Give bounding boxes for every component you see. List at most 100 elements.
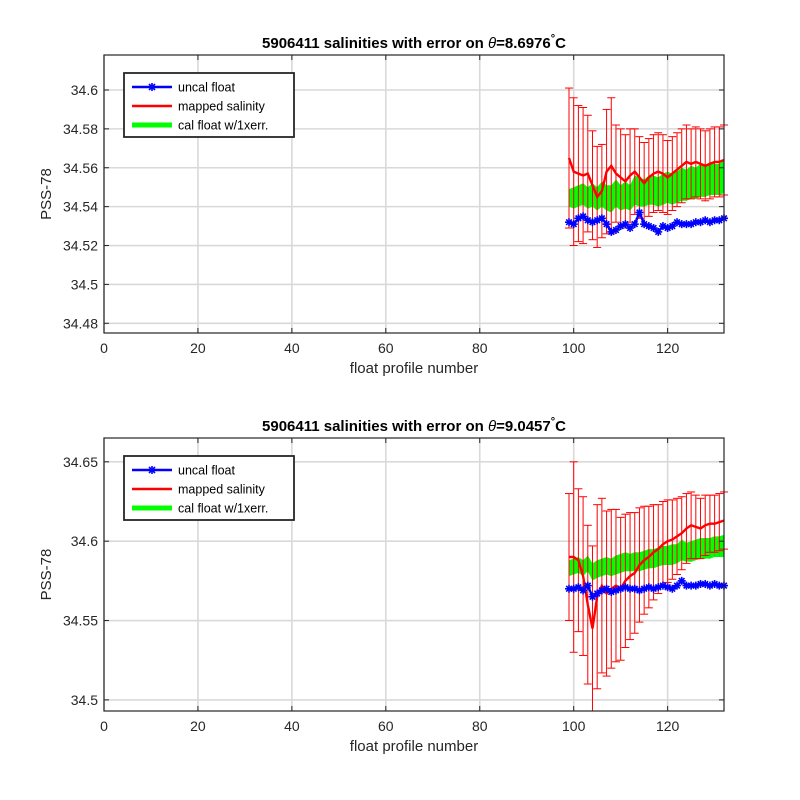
uncal-float-marker — [579, 586, 588, 595]
marker-stroke — [645, 222, 653, 230]
uncal-float-marker — [668, 584, 677, 593]
marker-stroke — [584, 216, 592, 224]
uncal-float-marker — [597, 214, 606, 223]
y-tick-label: 34.56 — [63, 160, 98, 176]
marker-stroke — [598, 214, 606, 222]
title-theta: θ — [488, 418, 496, 435]
title-degree: ° — [551, 33, 555, 45]
axes-box — [103, 54, 725, 334]
axes-box — [103, 437, 725, 712]
x-tick-label: 0 — [100, 340, 108, 356]
x-tick-label: 80 — [472, 340, 488, 356]
legend-marker — [148, 83, 156, 91]
marker-stroke — [589, 593, 596, 601]
uncal-float-marker — [602, 584, 611, 593]
marker-stroke — [640, 220, 648, 228]
marker-stroke — [603, 585, 610, 593]
marker-stroke — [645, 583, 653, 591]
x-tick-label: 60 — [378, 718, 394, 734]
title-theta: θ — [488, 35, 496, 52]
y-axis-label: PSS-78 — [38, 168, 55, 220]
uncal-float-marker — [621, 220, 630, 229]
marker-stroke — [673, 218, 681, 226]
marker-stroke — [701, 216, 709, 224]
x-tick-label: 120 — [656, 340, 680, 356]
title-unit: C — [555, 35, 566, 52]
x-tick-label: 40 — [284, 340, 300, 356]
y-tick-label: 34.6 — [71, 533, 98, 549]
uncal-float-marker — [677, 576, 686, 585]
title-value: =8.6976 — [496, 35, 551, 52]
marker-stroke — [668, 585, 676, 593]
marker-stroke — [621, 220, 629, 228]
uncal-float-marker — [588, 592, 597, 601]
title-degree: ° — [551, 416, 555, 428]
y-tick-label: 34.5 — [71, 692, 98, 708]
y-tick-label: 34.48 — [63, 315, 98, 331]
x-axis-label: float profile number — [350, 360, 478, 377]
mapped-salinity-line — [567, 157, 725, 200]
marker-stroke — [678, 577, 686, 585]
uncal-float-marker — [593, 589, 602, 598]
x-tick-label: 20 — [190, 718, 206, 734]
marker-stroke — [603, 220, 610, 228]
marker-stroke — [659, 582, 667, 589]
marker-stroke — [650, 224, 657, 232]
title-value: =9.0457 — [496, 418, 551, 435]
x-tick-label: 100 — [562, 340, 586, 356]
marker-stroke — [575, 583, 582, 591]
uncal-float-marker — [630, 220, 639, 229]
marker-stroke — [673, 582, 681, 589]
y-tick-label: 34.55 — [63, 613, 98, 629]
subplot-1: 0 20 40 60 80 100 120 34.48 34.5 34.52 34.54 34.56 3… — [38, 33, 728, 377]
uncal-float-marker — [673, 581, 682, 590]
y-tick-label: 34.5 — [71, 276, 98, 292]
y-tick-label: 34.54 — [63, 199, 98, 215]
chart-title: 5906411 salinities with error on θ=9.045… — [262, 416, 566, 435]
title-unit: C — [555, 418, 566, 435]
marker-stroke — [593, 590, 601, 597]
uncal-float-marker — [635, 208, 644, 217]
legend: uncal float mapped salinity cal float w/1x… — [123, 455, 295, 521]
marker-stroke — [664, 583, 672, 591]
title-text: 5906411 salinities with error on — [262, 418, 488, 435]
uncal-float-marker — [668, 222, 677, 231]
legend-label: uncal float — [178, 464, 236, 478]
x-tick-label: 120 — [656, 718, 680, 734]
legend-label: mapped salinity — [178, 483, 266, 497]
marker-stroke — [701, 580, 709, 588]
legend-label: cal float w/1xerr. — [178, 119, 268, 133]
y-tick-label: 34.58 — [63, 121, 98, 137]
title-text: 5906411 salinities with error on — [262, 35, 488, 52]
marker-stroke — [631, 585, 639, 593]
uncal-float-marker — [611, 225, 620, 234]
marker-stroke — [621, 583, 629, 591]
uncal-float-marker — [583, 581, 592, 590]
marker-stroke — [659, 222, 667, 230]
x-tick-label: 60 — [378, 340, 394, 356]
marker-stroke — [579, 212, 587, 220]
marker-stroke — [636, 209, 643, 216]
y-axis-label: PSS-78 — [38, 549, 55, 601]
legend-label: uncal float — [178, 81, 236, 95]
mapped-salinity-line — [569, 519, 725, 629]
marker-stroke — [631, 220, 639, 228]
y-tick-label: 34.6 — [71, 82, 98, 98]
legend-marker — [148, 466, 156, 474]
uncal-float-marker — [654, 227, 663, 236]
marker-stroke — [565, 218, 573, 226]
marker-stroke — [654, 228, 662, 236]
y-tick-label: 34.52 — [63, 238, 98, 254]
y-tick-label: 34.65 — [63, 454, 98, 470]
x-tick-label: 20 — [190, 340, 206, 356]
x-tick-label: 80 — [472, 718, 488, 734]
cal-float-band — [569, 160, 724, 213]
x-axis-label: float profile number — [350, 738, 478, 755]
marker-stroke — [711, 580, 718, 588]
uncal-float-marker — [602, 220, 611, 229]
marker-stroke — [579, 587, 587, 594]
marker-stroke — [570, 220, 578, 228]
legend-label: mapped salinity — [178, 100, 266, 114]
